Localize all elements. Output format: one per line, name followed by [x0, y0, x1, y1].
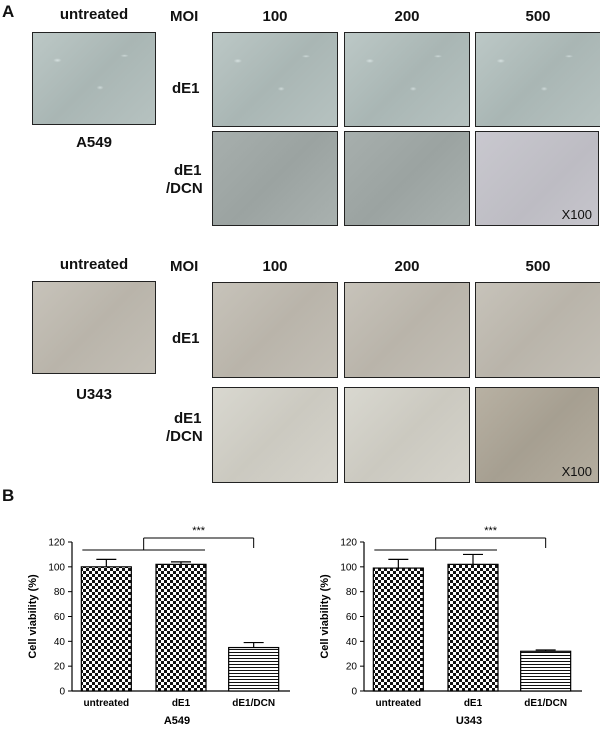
a549-bar-0 — [80, 566, 132, 692]
u343-x-axis-label: U343 — [456, 715, 482, 727]
a549-ytick-label-0: 0 — [59, 687, 65, 698]
u343-de1-moi200-image — [344, 282, 470, 378]
u343-ytick-label-3: 60 — [346, 612, 358, 623]
a549-untreated-label: untreated — [59, 6, 129, 23]
u343-row-de1-label: dE1 — [172, 330, 200, 347]
u343-category-label-0: untreated — [376, 698, 422, 709]
u343-ytick-label-5: 100 — [340, 562, 357, 573]
u343-bar-0 — [372, 567, 424, 692]
a549-bar-2 — [228, 646, 280, 692]
a549-row-de1-label: dE1 — [172, 80, 200, 97]
u343-ytick-label-6: 120 — [340, 538, 357, 549]
u343-de1dcn-moi100-image — [212, 387, 338, 483]
u343-de1dcn-moi500-image: X100 — [475, 387, 599, 483]
a549-moi-100: 100 — [262, 8, 288, 25]
u343-moi-500: 500 — [525, 258, 551, 275]
u343-ytick-label-0: 0 — [351, 687, 357, 698]
chart-a549: 0 20 40 60 80 100 120 Cell viability (%) untreat… — [27, 525, 290, 727]
a549-ytick-label-2: 40 — [54, 637, 66, 648]
a549-category-label-1: dE1 — [172, 698, 191, 709]
a549-de1dcn-moi100-image — [212, 131, 338, 226]
a549-de1dcn-moi500-image: X100 — [475, 131, 599, 226]
u343-row-de1dcn-label-line1: dE1 — [174, 410, 202, 427]
a549-x-axis-label: A549 — [164, 715, 190, 727]
u343-moi-100: 100 — [262, 258, 288, 275]
u343-de1dcn-moi200-image — [344, 387, 470, 483]
u343-significance-label: *** — [484, 525, 498, 537]
a549-ytick-label-5: 100 — [48, 562, 65, 573]
u343-untreated-image — [32, 281, 156, 374]
u343-magnification-label: X100 — [561, 464, 592, 479]
u343-cell-line-label: U343 — [76, 386, 112, 403]
a549-ytick-label-6: 120 — [48, 538, 65, 549]
a549-bar-1 — [155, 563, 207, 692]
u343-moi-label: MOI — [170, 258, 199, 275]
a549-row-de1dcn-label-line2: /DCN — [166, 180, 203, 197]
u343-category-label-2: dE1/DCN — [524, 698, 567, 709]
u343-ytick-label-4: 80 — [346, 587, 358, 598]
a549-moi-label: MOI — [170, 8, 199, 25]
u343-de1-moi100-image — [212, 282, 338, 378]
u343-y-axis-label: Cell viability (%) — [319, 574, 331, 659]
a549-ytick-label-4: 80 — [54, 587, 66, 598]
a549-magnification-label: X100 — [561, 207, 592, 222]
a549-y-axis-label: Cell viability (%) — [27, 574, 39, 659]
a549-ytick-label-1: 20 — [54, 662, 66, 673]
a549-moi-500: 500 — [525, 8, 551, 25]
a549-untreated-image — [32, 32, 156, 125]
u343-category-label-1: dE1 — [464, 698, 483, 709]
a549-de1-moi500-image — [475, 32, 600, 127]
u343-bar-1 — [447, 563, 499, 692]
u343-bar-2 — [520, 650, 572, 692]
a549-cell-line-label: A549 — [76, 134, 112, 151]
panel-a-letter: A — [2, 2, 15, 21]
u343-de1-moi500-image — [475, 282, 600, 378]
a549-row-de1dcn-label-line1: dE1 — [174, 162, 202, 179]
a549-ytick-label-3: 60 — [54, 612, 66, 623]
a549-category-label-0: untreated — [84, 698, 130, 709]
a549-category-label-2: dE1/DCN — [232, 698, 275, 709]
a549-significance-label: *** — [192, 525, 206, 537]
a549-de1-moi100-image — [212, 32, 338, 127]
u343-ytick-label-1: 20 — [346, 662, 358, 673]
u343-moi-200: 200 — [394, 258, 420, 275]
u343-ytick-label-2: 40 — [346, 637, 358, 648]
a549-de1dcn-moi200-image — [344, 131, 470, 226]
panel-b-letter: B — [2, 486, 15, 505]
a549-moi-200: 200 — [394, 8, 420, 25]
a549-de1-moi200-image — [344, 32, 470, 127]
u343-row-de1dcn-label-line2: /DCN — [166, 428, 203, 445]
chart-u343: 0 20 40 60 80 100 120 Cell viability (%) untreat… — [319, 525, 582, 727]
u343-untreated-label: untreated — [59, 256, 129, 273]
